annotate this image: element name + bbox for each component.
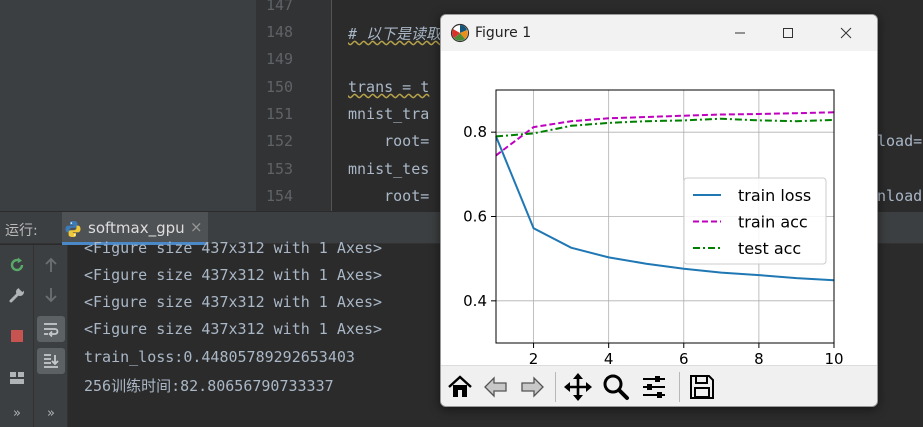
line-number-gutter: 147 148 149 150 151 152 153 154 [256, 0, 332, 211]
layout-button[interactable] [3, 365, 31, 391]
soft-wrap-icon [44, 323, 59, 337]
more-icon[interactable]: » [13, 405, 21, 421]
console-line-train-loss: train_loss:0.4480578929265340З [84, 348, 355, 366]
matplotlib-icon [450, 23, 470, 43]
up-arrow-icon [45, 257, 57, 272]
forward-button[interactable] [515, 370, 549, 404]
scroll-to-end-button[interactable] [37, 348, 65, 374]
line-number: 149 [266, 50, 294, 68]
run-tab-label: softmax_gpu [88, 219, 185, 237]
line-number: 147 [266, 0, 294, 14]
y-tick-label: 0.8 [463, 123, 487, 141]
run-label: 运行: [5, 223, 38, 239]
pan-button[interactable] [561, 370, 595, 404]
y-tick-label: 0.4 [463, 292, 487, 310]
code-text-area[interactable]: # 以下是读取 trans = t mnist_tra root= mnist_… [332, 0, 923, 211]
save-icon [690, 375, 714, 399]
code-line-fragment[interactable]: load= [877, 132, 923, 150]
run-tab-softmax-gpu[interactable]: softmax_gpu × [62, 212, 208, 245]
plot-canvas[interactable]: 2 4 6 8 10 0.4 0.6 0.8 train loss train acc test a… [441, 51, 877, 368]
line-number: 150 [266, 78, 294, 96]
more-icon[interactable]: » [47, 405, 55, 421]
line-number: 153 [266, 160, 294, 178]
configure-subplots-button[interactable] [637, 370, 671, 404]
y-tick-label: 0.6 [463, 208, 487, 226]
line-number: 148 [266, 23, 294, 41]
rerun-icon [10, 257, 24, 272]
scroll-to-end-icon [44, 354, 59, 368]
code-line[interactable]: mnist_tes [348, 160, 430, 178]
back-button[interactable] [479, 370, 513, 404]
close-button[interactable] [831, 21, 861, 45]
code-line[interactable]: root= [348, 187, 430, 205]
console-line: <Figure size 437x312 with 1 Axes> [84, 266, 383, 284]
console-line: <Figure size 437x312 with 1 Axes> [84, 293, 383, 311]
legend-label: train acc [738, 213, 808, 232]
line-number: 151 [266, 105, 294, 123]
layout-icon [10, 372, 24, 384]
maximize-icon [783, 28, 793, 38]
series-line-test-acc [495, 117, 835, 138]
settings-button[interactable] [3, 282, 31, 308]
stop-icon [11, 330, 23, 342]
code-line[interactable]: mnist_tra [348, 105, 430, 123]
figure-titlebar[interactable]: Figure 1 [441, 15, 877, 51]
line-number: 152 [266, 132, 294, 150]
zoom-icon [603, 374, 629, 400]
wrench-icon [9, 286, 26, 303]
close-icon [840, 27, 852, 39]
series-line-train-loss [495, 136, 835, 282]
rerun-button[interactable] [3, 252, 31, 278]
run-toolbar-right: » [34, 245, 68, 427]
code-line[interactable]: trans = t [348, 78, 430, 96]
minimize-icon [735, 32, 745, 34]
python-icon [65, 221, 81, 237]
x-tick-label: 10 [824, 350, 843, 365]
home-icon [448, 375, 472, 397]
series-line-train-acc [495, 111, 835, 157]
figure-title: Figure 1 [475, 25, 532, 41]
save-button[interactable] [685, 370, 719, 404]
maximize-button[interactable] [773, 21, 803, 45]
code-line[interactable]: root= [348, 132, 430, 150]
legend-label: test acc [738, 239, 801, 258]
x-tick-label: 4 [604, 350, 614, 365]
down-button[interactable] [37, 282, 65, 308]
x-tick-label: 8 [754, 350, 764, 365]
toolbar-separator [555, 372, 556, 402]
configure-subplots-icon [643, 376, 665, 398]
console-line: <Figure size 437x312 with 1 Axes> [84, 239, 383, 257]
figure-window[interactable]: Figure 1 2 4 6 8 10 0.4 0.6 0.8 train loss train … [440, 14, 878, 407]
console-line: <Figure size 437x312 with 1 Axes> [84, 320, 383, 338]
pan-icon [564, 373, 592, 401]
back-icon [484, 376, 507, 398]
line-number: 154 [266, 187, 294, 205]
project-pane [0, 0, 256, 211]
home-button[interactable] [443, 370, 477, 404]
toolbar-separator [679, 372, 680, 402]
line-chart[interactable]: 2 4 6 8 10 0.4 0.6 0.8 train loss train acc test a… [441, 51, 877, 368]
x-tick-label: 6 [679, 350, 689, 365]
run-toolbar-left: » [0, 245, 34, 427]
legend-box [683, 177, 827, 265]
minimize-button[interactable] [725, 21, 755, 45]
code-line-fragment[interactable]: nload [877, 187, 923, 205]
zoom-button[interactable] [599, 370, 633, 404]
stop-button[interactable] [3, 323, 31, 349]
x-tick-label: 2 [529, 350, 539, 365]
code-line-comment[interactable]: # 以下是读取 [348, 25, 442, 43]
soft-wrap-button[interactable] [37, 316, 65, 342]
legend-label: train loss [738, 186, 811, 205]
down-arrow-icon [45, 288, 57, 303]
up-button[interactable] [37, 252, 65, 278]
forward-icon [521, 376, 544, 398]
close-icon[interactable]: × [190, 218, 203, 236]
navigation-toolbar [441, 365, 877, 406]
console-line-train-time: 256训练时间:82.80656790733337 [84, 377, 334, 395]
